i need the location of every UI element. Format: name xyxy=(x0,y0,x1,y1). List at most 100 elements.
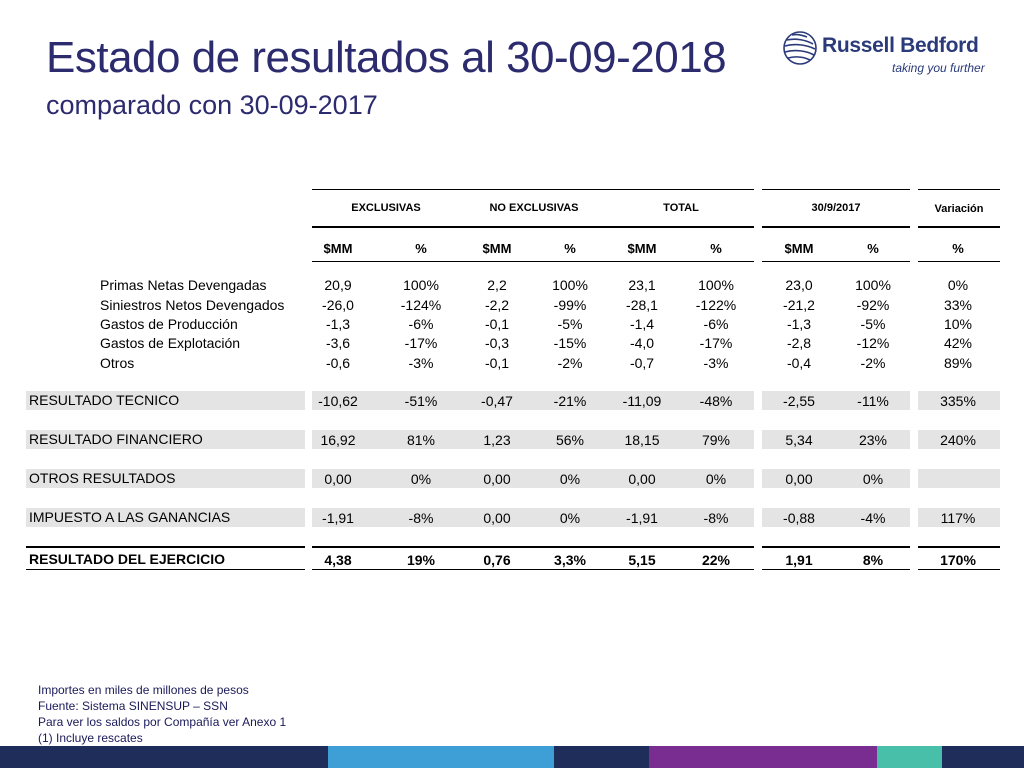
table-cell: 5,15 xyxy=(628,552,656,568)
table-cell: -1,3 xyxy=(325,316,351,332)
column-group-header: NO EXCLUSIVAS xyxy=(489,202,579,214)
column-subheader: $MM xyxy=(784,241,814,256)
table-cell: -5% xyxy=(860,316,886,332)
summary-row-bar xyxy=(26,391,305,410)
final-top-rule xyxy=(26,546,305,548)
column-group-header: EXCLUSIVAS xyxy=(351,202,421,214)
table-cell: 0,00 xyxy=(785,471,813,487)
column-group-header: Variación xyxy=(934,203,984,215)
summary-row-bar xyxy=(918,508,1000,527)
table-cell: -3% xyxy=(408,355,434,371)
table-cell: 1,91 xyxy=(785,552,813,568)
table-cell: 0,76 xyxy=(483,552,511,568)
russell-bedford-logo: Russell Bedford taking you further xyxy=(782,30,985,80)
table-cell: -1,4 xyxy=(629,316,655,332)
table-cell: 33% xyxy=(943,297,973,313)
table-cell: -48% xyxy=(699,393,733,409)
row-label: Primas Netas Devengadas xyxy=(100,277,267,293)
table-cell: 100% xyxy=(855,277,891,293)
header-bottom-rule xyxy=(762,261,910,262)
table-cell: 23,0 xyxy=(785,277,813,293)
row-label: Siniestros Netos Devengados xyxy=(100,297,285,313)
table-cell: 100% xyxy=(403,277,439,293)
table-cell: 10% xyxy=(943,316,973,332)
summary-row-bar xyxy=(918,391,1000,410)
table-cell: -6% xyxy=(703,316,729,332)
footer-color-segment xyxy=(649,746,877,768)
table-cell: -0,7 xyxy=(629,355,655,371)
table-cell: -11% xyxy=(857,393,889,409)
table-cell: 8% xyxy=(862,552,884,568)
table-cell: 117% xyxy=(940,510,976,526)
summary-row-label: RESULTADO FINANCIERO xyxy=(29,431,203,447)
summary-row-bar xyxy=(312,508,754,527)
table-cell: -0,4 xyxy=(786,355,812,371)
summary-row-label: IMPUESTO A LAS GANANCIAS xyxy=(29,509,231,525)
table-cell: 100% xyxy=(698,277,734,293)
table-cell: -2% xyxy=(557,355,583,371)
table-cell: 4,38 xyxy=(324,552,352,568)
summary-row-bar xyxy=(762,508,910,527)
table-cell: -3% xyxy=(703,355,729,371)
table-cell: -3,6 xyxy=(325,335,351,351)
table-cell: 2,2 xyxy=(487,277,507,293)
summary-row-bar xyxy=(762,430,910,449)
table-cell: -12% xyxy=(856,335,890,351)
table-cell: -124% xyxy=(400,297,442,313)
column-subheader: % xyxy=(710,241,722,256)
column-subheader: % xyxy=(564,241,576,256)
table-cell: -92% xyxy=(856,297,890,313)
page-title: Estado de resultados al 30-09-2018 xyxy=(46,33,727,82)
table-cell: 0% xyxy=(559,471,581,487)
table-cell: -0,88 xyxy=(783,510,815,526)
table-cell: -0,6 xyxy=(325,355,351,371)
row-label: Gastos de Explotación xyxy=(100,335,241,351)
column-group-header: 30/9/2017 xyxy=(811,202,861,214)
column-subheader: % xyxy=(415,241,427,256)
table-cell: -8% xyxy=(408,510,434,526)
table-cell: -2,55 xyxy=(783,393,815,409)
header-mid-rule xyxy=(312,226,754,228)
table-cell: -4% xyxy=(860,510,886,526)
column-group-header: TOTAL xyxy=(663,202,699,214)
table-cell: 20,9 xyxy=(324,277,352,293)
header-bottom-rule xyxy=(918,261,1000,262)
table-cell: 100% xyxy=(552,277,588,293)
table-cell: -1,91 xyxy=(626,510,658,526)
header-bottom-rule xyxy=(312,261,754,262)
table-cell: -21% xyxy=(553,393,587,409)
globe-lines-icon xyxy=(783,31,817,65)
final-bottom-rule xyxy=(918,569,1000,570)
summary-row-bar xyxy=(312,469,754,488)
table-cell: 89% xyxy=(943,355,973,371)
table-cell: -6% xyxy=(408,316,434,332)
table-cell: 23,1 xyxy=(628,277,656,293)
footnote: Para ver los saldos por Compañía ver Ane… xyxy=(38,715,287,729)
summary-row-bar xyxy=(26,508,305,527)
header-top-rule xyxy=(918,189,1000,190)
table-cell: 0,00 xyxy=(483,510,511,526)
column-subheader: $MM xyxy=(323,241,353,256)
header-mid-rule xyxy=(918,226,1000,228)
table-cell: -21,2 xyxy=(783,297,815,313)
final-top-rule xyxy=(312,546,754,548)
table-cell: 170% xyxy=(940,552,976,568)
summary-row-bar xyxy=(762,469,910,488)
summary-row-bar xyxy=(26,469,305,488)
page-subtitle: comparado con 30-09-2017 xyxy=(46,90,378,120)
table-cell: -99% xyxy=(553,297,587,313)
table-cell: 81% xyxy=(406,432,436,448)
table-cell: 23% xyxy=(858,432,888,448)
table-cell: 42% xyxy=(943,335,973,351)
table-cell: -15% xyxy=(553,335,587,351)
table-cell: 56% xyxy=(555,432,585,448)
summary-row-label: RESULTADO TECNICO xyxy=(29,392,180,408)
table-cell: 18,15 xyxy=(624,432,660,448)
table-cell: -4,0 xyxy=(629,335,655,351)
footer-color-bar xyxy=(0,746,1024,768)
row-label: Otros xyxy=(100,355,135,371)
footer-color-segment xyxy=(877,746,942,768)
final-bottom-rule xyxy=(762,569,910,570)
footer-color-segment xyxy=(0,746,328,768)
table-cell: 22% xyxy=(701,552,731,568)
